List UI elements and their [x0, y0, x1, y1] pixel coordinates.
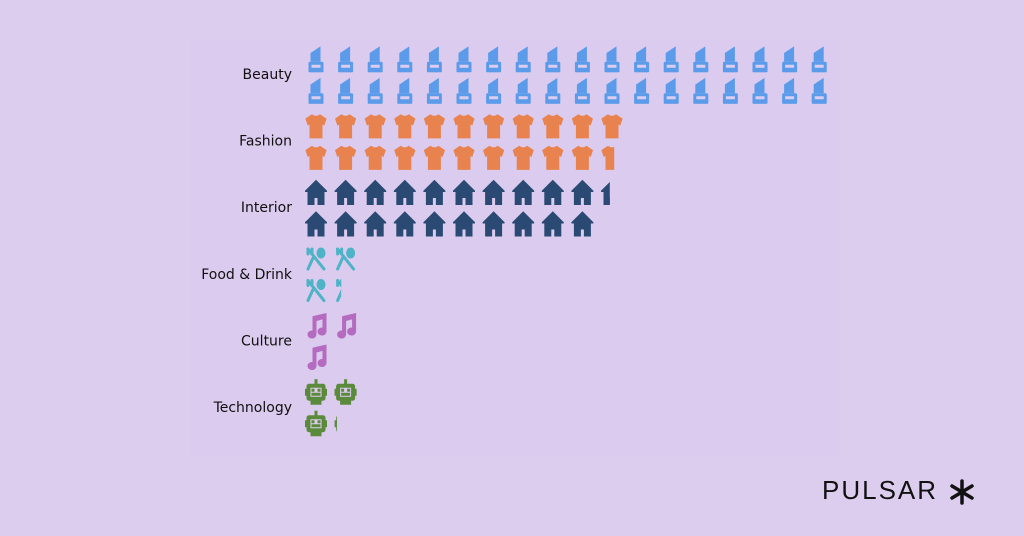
- category-label: Technology: [213, 400, 292, 416]
- category-label: Beauty: [243, 67, 292, 83]
- category-label: Food & Drink: [201, 267, 293, 283]
- category-label: Fashion: [239, 134, 292, 150]
- logo: PULSAR: [822, 475, 938, 505]
- logo-mark: [950, 479, 974, 505]
- panel: [190, 40, 840, 455]
- category-label: Interior: [241, 200, 292, 216]
- category-label: Culture: [241, 333, 292, 349]
